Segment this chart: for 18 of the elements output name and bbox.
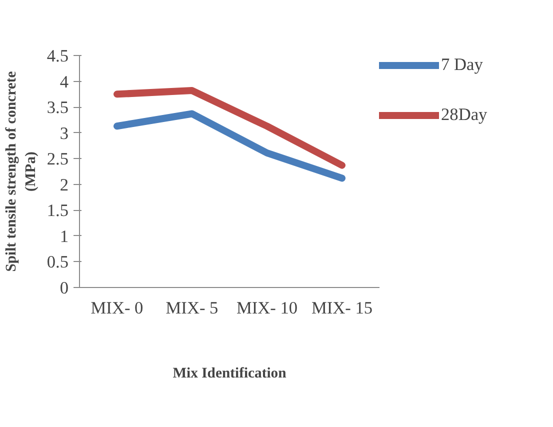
y-tick-label: 2.5 (46, 150, 69, 169)
y-tick-label: 4 (60, 72, 69, 92)
y-tick-label: 1 (60, 226, 69, 246)
y-tick-label: 3 (60, 124, 69, 143)
x-tick-label: MIX- 0 (90, 298, 144, 318)
x-tick-label: MIX- 5 (166, 298, 218, 318)
x-tick-label: MIX- 10 (236, 298, 298, 318)
y-axis-title: Spilt tensile strength of concrete (MPa) (4, 70, 39, 272)
y-tick-label: 0.5 (46, 252, 69, 272)
y-tick-label: 4.5 (46, 46, 69, 66)
legend-label: 28Day (441, 105, 488, 125)
legend-label: 7 Day (441, 55, 483, 75)
x-axis-title: Mix Identification (172, 366, 286, 382)
y-tick-label: 3.5 (46, 98, 69, 118)
y-tick-label: 2 (60, 175, 69, 194)
y-tick-label: 1.5 (46, 201, 69, 220)
y-tick-label: 0 (60, 278, 69, 298)
x-tick-label: MIX- 15 (311, 298, 373, 318)
